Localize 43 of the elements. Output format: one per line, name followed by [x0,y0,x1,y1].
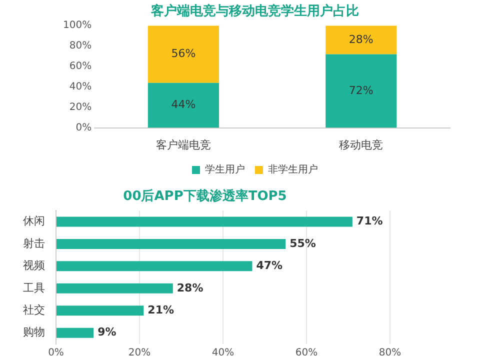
y-tick-label: 射击 [23,236,45,250]
y-tick-label: 0% [76,122,92,134]
bar [56,283,173,294]
bar [148,26,219,83]
legend-label: 学生用户 [205,164,245,176]
x-tick-label: 40% [212,348,234,359]
x-tick-label: 客户端电竞 [156,138,211,152]
data-label: 56% [171,47,196,60]
data-label: 47% [256,259,283,272]
y-tick-label: 100% [62,20,92,32]
data-label: 72% [348,84,374,97]
y-tick-label: 休闲 [23,214,45,228]
data-label: 44% [171,98,196,112]
x-tick-label: 20% [128,348,151,359]
chart-title: 00后APP下载渗透率TOP5 [123,188,287,204]
x-tick-label: 80% [378,348,402,359]
bar [56,216,352,227]
y-tick-label: 20% [69,102,92,113]
bar [56,261,252,272]
y-tick-label: 60% [69,61,92,72]
x-tick-label: 0% [48,348,64,359]
bar [56,328,94,338]
bar [148,82,219,128]
data-label: 28% [348,32,374,46]
chart-title: 客户端电竞与移动电竞学生用户占比 [150,3,359,20]
x-tick-label: 移动电竞 [339,138,384,152]
data-label: 55% [290,236,316,250]
legend-label: 非学生用户 [268,164,318,176]
y-tick-label: 视频 [23,259,45,272]
bar [326,54,397,128]
bar [56,238,286,249]
y-tick-label: 40% [69,82,92,93]
bar [326,26,397,54]
data-label: 28% [176,281,204,294]
y-tick-label: 80% [69,40,92,52]
data-label: 71% [356,214,383,228]
bar [56,306,144,316]
y-tick-label: 社交 [23,304,45,317]
data-label: 9% [98,326,116,339]
y-tick-label: 购物 [23,326,45,339]
x-tick-label: 60% [295,348,318,359]
data-label: 21% [148,304,174,317]
y-tick-label: 工具 [23,281,45,294]
